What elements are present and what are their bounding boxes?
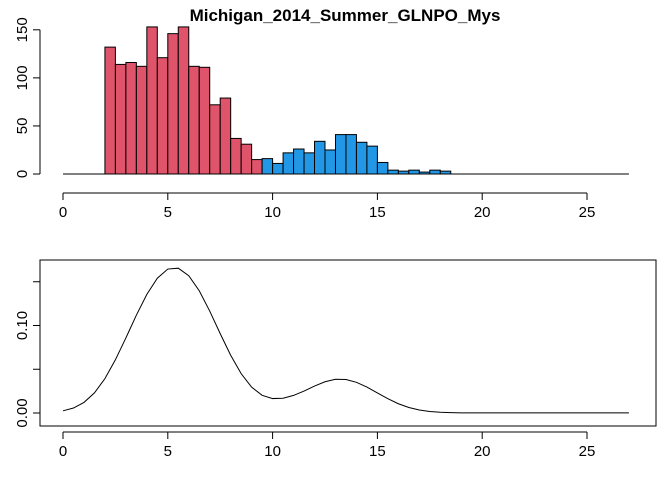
histogram-bar xyxy=(429,169,441,175)
histogram-bar xyxy=(251,159,263,175)
histogram-bar xyxy=(146,26,158,175)
histogram-bar xyxy=(135,65,148,175)
histogram-bar xyxy=(261,158,274,175)
x-tick-label: 10 xyxy=(264,443,281,460)
density-plot-box xyxy=(39,259,657,427)
histogram-bar xyxy=(209,104,221,175)
x-tick-label: 25 xyxy=(579,204,596,221)
histogram-bars xyxy=(63,26,629,175)
density-panel: 0 5 10 15 20 25 0.00 0.10 xyxy=(14,259,657,460)
x-tick-label: 5 xyxy=(164,204,172,221)
histogram-axes: 0 5 10 15 20 25 0 50 100 150 xyxy=(14,17,595,221)
x-tick-label: 20 xyxy=(474,443,491,460)
histogram-bar xyxy=(366,145,378,175)
y-tick-label: 50 xyxy=(14,118,31,135)
x-tick-label: 10 xyxy=(264,204,281,221)
histogram-bar xyxy=(177,26,190,175)
histogram-bar xyxy=(167,33,179,175)
density-curve xyxy=(62,267,629,414)
y-tick-label: 0.10 xyxy=(14,311,31,340)
x-tick-label: 0 xyxy=(59,204,67,221)
x-tick-label: 0 xyxy=(59,443,67,460)
histogram-bar xyxy=(334,134,347,175)
y-tick-label: 0.00 xyxy=(14,398,31,427)
histogram-bar xyxy=(198,66,211,175)
histogram-panel: Michigan_2014_Summer_GLNPO_Mys 0 5 10 15 20 2… xyxy=(14,6,629,221)
x-tick-label: 5 xyxy=(164,443,172,460)
x-tick-label: 25 xyxy=(579,443,596,460)
density-axes: 0 5 10 15 20 25 0.00 0.10 xyxy=(14,281,596,460)
y-tick-label: 100 xyxy=(14,65,31,90)
histogram-bar xyxy=(219,97,232,175)
histogram-bar xyxy=(114,63,127,175)
histogram-bar xyxy=(345,134,357,175)
histogram-bar xyxy=(314,140,326,175)
y-tick-label: 150 xyxy=(14,17,31,42)
chart-title: Michigan_2014_Summer_GLNPO_Mys xyxy=(190,6,501,25)
histogram-bar xyxy=(293,148,305,175)
histogram-bar xyxy=(303,152,316,175)
histogram-bar xyxy=(282,152,295,175)
x-tick-label: 15 xyxy=(369,443,386,460)
histogram-bar xyxy=(104,46,116,175)
histogram-bar xyxy=(188,65,200,175)
x-tick-label: 15 xyxy=(369,204,386,221)
histogram-bar xyxy=(125,61,137,175)
histogram-bar xyxy=(355,141,368,175)
histogram-bar xyxy=(272,162,284,175)
histogram-bar xyxy=(376,161,389,175)
histogram-bar xyxy=(230,137,242,175)
histogram-bar xyxy=(408,169,420,175)
histogram-bar xyxy=(324,149,336,175)
x-tick-label: 20 xyxy=(474,204,491,221)
histogram-bar xyxy=(240,143,253,175)
histogram-bar xyxy=(387,169,399,175)
y-tick-label: 0 xyxy=(14,170,31,178)
histogram-bar xyxy=(156,57,169,175)
